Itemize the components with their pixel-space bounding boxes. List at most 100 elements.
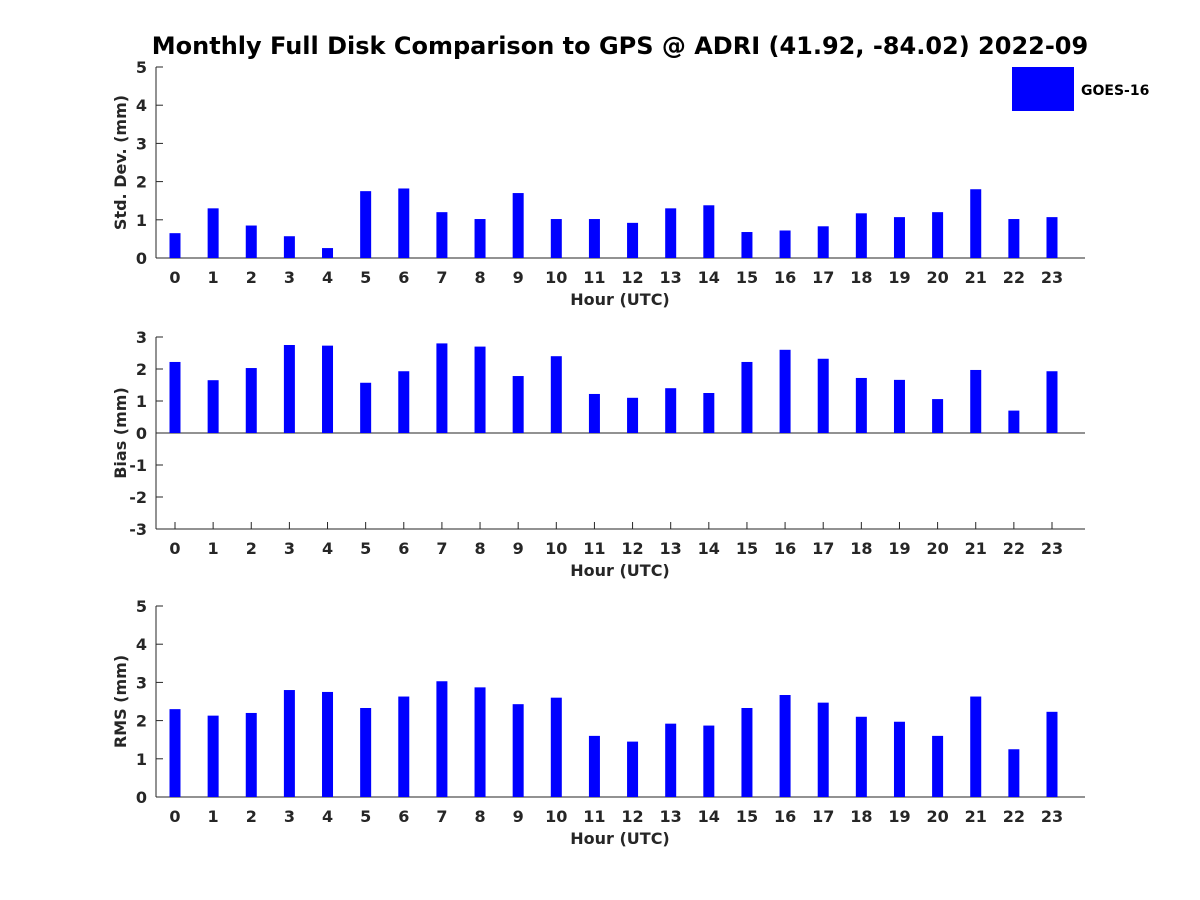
std-dev-x-tick-label: 13	[660, 268, 682, 287]
bias-bar-hour-6	[398, 371, 410, 433]
rms-x-tick-label: 6	[398, 807, 409, 826]
rms-bar-hour-17	[817, 702, 829, 797]
bias-bar-hour-7	[436, 343, 448, 433]
bias-bar-hour-23	[1046, 371, 1058, 433]
rms-x-tick-label: 5	[360, 807, 371, 826]
bias-x-tick-label: 8	[474, 539, 485, 558]
std-dev-bar-hour-20	[932, 212, 944, 258]
std-dev-x-tick-label: 16	[774, 268, 796, 287]
rms-y-tick-label: 5	[136, 597, 147, 616]
bias-x-tick-label: 21	[965, 539, 987, 558]
bias-y-tick-label: 1	[136, 392, 147, 411]
bias-bar-hour-20	[932, 399, 944, 433]
rms-x-tick-label: 1	[208, 807, 219, 826]
std-dev-bar-hour-3	[283, 236, 295, 258]
std-dev-bar-hour-17	[817, 226, 829, 258]
bias-x-axis-label: Hour (UTC)	[570, 561, 670, 580]
std-dev-bar-hour-23	[1046, 217, 1058, 258]
std-dev-y-tick-label: 5	[136, 58, 147, 77]
bias-bar-hour-18	[855, 377, 867, 433]
std-dev-bar-hour-7	[436, 212, 448, 258]
std-dev-y-tick-label: 0	[136, 249, 147, 268]
rms-x-tick-label: 12	[621, 807, 643, 826]
rms-x-tick-label: 0	[169, 807, 180, 826]
rms-x-tick-label: 21	[965, 807, 987, 826]
bias-bar-hour-19	[893, 379, 905, 433]
std-dev-x-tick-label: 23	[1041, 268, 1063, 287]
rms-x-tick-label: 23	[1041, 807, 1063, 826]
legend: GOES-16	[1012, 67, 1149, 111]
bias-bar-hour-4	[322, 345, 334, 433]
rms-bar-hour-23	[1046, 711, 1058, 797]
legend-swatch-goes16	[1012, 67, 1074, 111]
bias-x-tick-label: 6	[398, 539, 409, 558]
std-dev-bar-hour-9	[512, 193, 524, 258]
std-dev-bar-hour-8	[474, 219, 486, 258]
legend-label-goes16: GOES-16	[1081, 83, 1149, 99]
rms-y-tick-label: 2	[136, 712, 147, 731]
bias-x-tick-label: 2	[246, 539, 257, 558]
bias-y-tick-label: -1	[129, 456, 147, 475]
rms-bar-hour-5	[360, 707, 372, 797]
std-dev-bar-hour-21	[970, 189, 982, 258]
rms-x-tick-label: 15	[736, 807, 758, 826]
std-dev-x-tick-label: 17	[812, 268, 834, 287]
std-dev-x-tick-label: 22	[1003, 268, 1025, 287]
bias-y-axis-label: Bias (mm)	[111, 387, 130, 479]
bias-x-tick-label: 9	[513, 539, 524, 558]
bias-y-tick-label: -2	[129, 488, 147, 507]
rms-x-tick-label: 20	[926, 807, 948, 826]
rms-x-tick-label: 7	[436, 807, 447, 826]
bias-x-tick-label: 5	[360, 539, 371, 558]
std-dev-x-tick-label: 11	[583, 268, 605, 287]
std-dev-x-tick-label: 14	[698, 268, 720, 287]
bias-bar-hour-8	[474, 346, 486, 433]
bias-x-tick-label: 14	[698, 539, 720, 558]
rms-bar-hour-1	[207, 715, 219, 797]
std-dev-x-tick-label: 5	[360, 268, 371, 287]
std-dev-bar-hour-22	[1008, 219, 1020, 258]
std-dev-bar-hour-2	[245, 225, 257, 258]
std-dev-bar-hour-18	[855, 213, 867, 258]
std-dev-bar-hour-1	[207, 208, 219, 258]
std-dev-x-axis-label: Hour (UTC)	[570, 290, 670, 309]
std-dev-x-tick-label: 9	[513, 268, 524, 287]
bias-bar-hour-5	[360, 382, 372, 433]
rms-bar-hour-2	[245, 712, 257, 797]
std-dev-bar-hour-6	[398, 188, 410, 258]
rms-bar-hour-16	[779, 695, 791, 797]
bias-bar-hour-9	[512, 376, 524, 433]
std-dev-x-tick-label: 7	[436, 268, 447, 287]
rms-x-tick-label: 3	[284, 807, 295, 826]
std-dev-x-tick-label: 20	[926, 268, 948, 287]
bias-x-tick-label: 22	[1003, 539, 1025, 558]
rms-y-tick-label: 1	[136, 750, 147, 769]
bias-bar-hour-0	[169, 361, 181, 433]
rms-bar-hour-22	[1008, 749, 1020, 797]
bias-bar-hour-15	[741, 361, 753, 433]
rms-x-tick-label: 11	[583, 807, 605, 826]
std-dev-bar-hour-0	[169, 233, 181, 258]
bias-bar-hour-3	[283, 345, 295, 433]
rms-bar-hour-19	[893, 721, 905, 797]
bias-y-tick-label: 2	[136, 360, 147, 379]
std-dev-x-tick-label: 4	[322, 268, 333, 287]
bias-bar-hour-21	[970, 369, 982, 433]
rms-bar-hour-20	[932, 735, 944, 797]
rms-bar-hour-12	[627, 741, 639, 797]
rms-bar-hour-3	[283, 690, 295, 797]
rms-x-tick-label: 9	[513, 807, 524, 826]
rms-bar-hour-6	[398, 696, 410, 797]
bias-bar-hour-2	[245, 368, 257, 433]
std-dev-x-tick-label: 3	[284, 268, 295, 287]
std-dev-bar-hour-5	[360, 191, 372, 258]
std-dev-y-axis-label: Std. Dev. (mm)	[111, 95, 130, 230]
rms-x-tick-label: 16	[774, 807, 796, 826]
bias-bar-hour-11	[588, 393, 600, 433]
bias-x-tick-label: 0	[169, 539, 180, 558]
std-dev-bar-hour-11	[588, 219, 600, 258]
bias-x-tick-label: 11	[583, 539, 605, 558]
rms-bar-hour-11	[588, 735, 600, 797]
